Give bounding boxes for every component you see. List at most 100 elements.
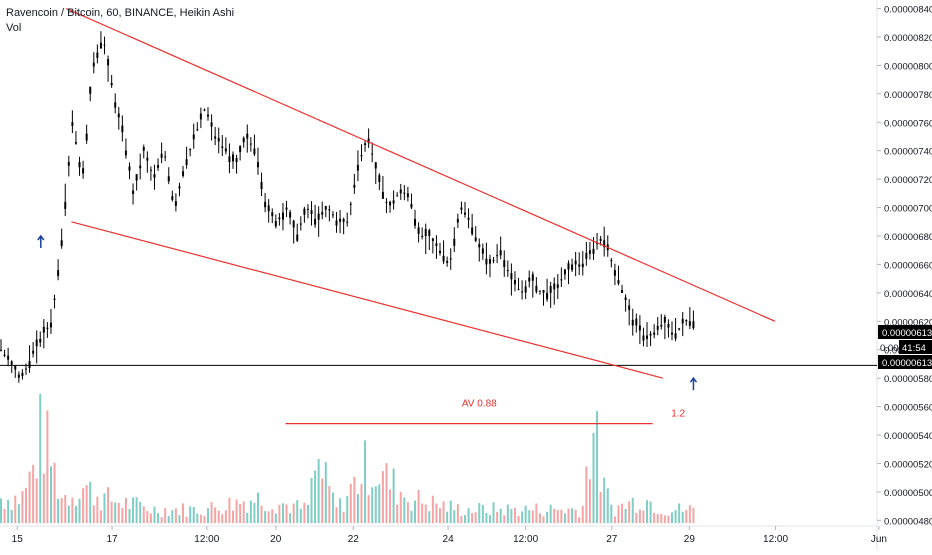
- candle-body: [663, 316, 666, 323]
- candle-body: [96, 52, 99, 59]
- volume-bar: [431, 495, 434, 524]
- candle-body: [21, 372, 24, 377]
- trendline-2[interactable]: [71, 221, 664, 379]
- candle-body: [196, 129, 199, 131]
- volume-bar: [364, 440, 367, 524]
- candle-body: [396, 195, 399, 197]
- candle-body: [642, 335, 645, 341]
- candle-body: [146, 157, 149, 161]
- volume-label: Vol: [6, 22, 22, 34]
- volume-bar: [628, 501, 631, 524]
- volume-bar: [64, 495, 67, 524]
- x-tick-label: 17: [106, 534, 118, 545]
- volume-bar: [146, 511, 149, 524]
- candle-body: [114, 102, 117, 108]
- candle-body: [303, 208, 306, 215]
- volume-bar: [574, 509, 577, 524]
- candle-body: [510, 273, 513, 280]
- volume-bar: [296, 500, 299, 524]
- volume-bar: [649, 501, 652, 524]
- chart-legend: Ravencoin / Bitcoin, 60, BINANCE, Heikin…: [6, 6, 234, 36]
- candle-body: [214, 136, 217, 139]
- volume-bar: [46, 410, 49, 524]
- volume-bar: [499, 508, 502, 524]
- candle-body: [171, 196, 174, 200]
- candle-body: [692, 321, 695, 329]
- volume-bar: [685, 510, 688, 524]
- volume-bar: [485, 512, 488, 524]
- volume-bar: [588, 479, 591, 524]
- candle-body: [581, 263, 584, 268]
- volume-bar: [171, 510, 174, 524]
- volume-bar: [142, 506, 145, 524]
- volume-bar: [474, 512, 477, 524]
- volume-bar: [346, 496, 349, 524]
- volume-bar: [103, 493, 106, 524]
- candle-body: [32, 350, 35, 354]
- candle-body: [621, 290, 624, 293]
- candle-body: [328, 209, 331, 211]
- volume-bar: [417, 490, 420, 524]
- volume-bar: [321, 478, 324, 524]
- price-tag-label: 0.00000613: [882, 358, 932, 369]
- volume-bar: [410, 510, 413, 524]
- candle-body: [556, 284, 559, 288]
- trendline-1[interactable]: [66, 7, 776, 322]
- x-tick-label: 27: [606, 534, 618, 545]
- volume-bar: [271, 509, 274, 524]
- candle-body: [574, 260, 577, 265]
- candle-body: [549, 286, 552, 293]
- volume-bar: [57, 498, 60, 524]
- volume-bar: [517, 515, 520, 524]
- y-tick-label: 0.00000820: [884, 33, 932, 44]
- y-tick-label: 0.00000560: [884, 403, 932, 414]
- volume-bar: [478, 503, 481, 524]
- volume-bar: [314, 470, 317, 524]
- y-tick-label: 0.00000740: [884, 147, 932, 158]
- candle-body: [399, 189, 402, 194]
- candle-body: [424, 229, 427, 236]
- volume-bar: [460, 515, 463, 524]
- candle-body: [499, 250, 502, 256]
- candle-body: [596, 243, 599, 245]
- candle-body: [89, 86, 92, 94]
- candle-body: [46, 327, 49, 329]
- candle-body: [10, 361, 13, 365]
- candle-body: [331, 214, 334, 216]
- candle-body: [546, 292, 549, 300]
- candle-body: [221, 146, 224, 148]
- candle-body: [403, 192, 406, 194]
- volume-bar: [3, 508, 6, 524]
- volume-bar: [389, 489, 392, 524]
- candle-body: [667, 323, 670, 328]
- candle-body: [107, 59, 110, 66]
- volume-bar: [367, 495, 370, 524]
- candle-body: [360, 154, 363, 157]
- volume-bar: [174, 508, 177, 524]
- candle-body: [60, 240, 63, 247]
- y-tick-label: 0.00000720: [884, 175, 932, 186]
- volume-bar: [663, 515, 666, 524]
- volume-bar: [121, 507, 124, 524]
- volume-bar: [360, 484, 363, 524]
- volume-bar: [160, 517, 163, 524]
- volume-bar: [471, 512, 474, 524]
- volume-bar: [353, 476, 356, 524]
- volume-bar: [681, 511, 684, 524]
- volume-bar: [531, 510, 534, 524]
- candle-body: [82, 168, 85, 174]
- candle-body: [488, 259, 491, 264]
- volume-bar: [542, 516, 545, 524]
- candle-body: [463, 212, 466, 215]
- candle-body: [164, 156, 167, 158]
- volume-bar: [10, 509, 13, 524]
- volume-bar: [556, 510, 559, 524]
- y-tick-label: 0.00000500: [884, 488, 932, 499]
- x-tick-label: 20: [270, 534, 282, 545]
- candle-body: [217, 137, 220, 142]
- y-tick-label: 0.00000780: [884, 90, 932, 101]
- volume-bar: [546, 511, 549, 524]
- candle-body: [353, 184, 356, 188]
